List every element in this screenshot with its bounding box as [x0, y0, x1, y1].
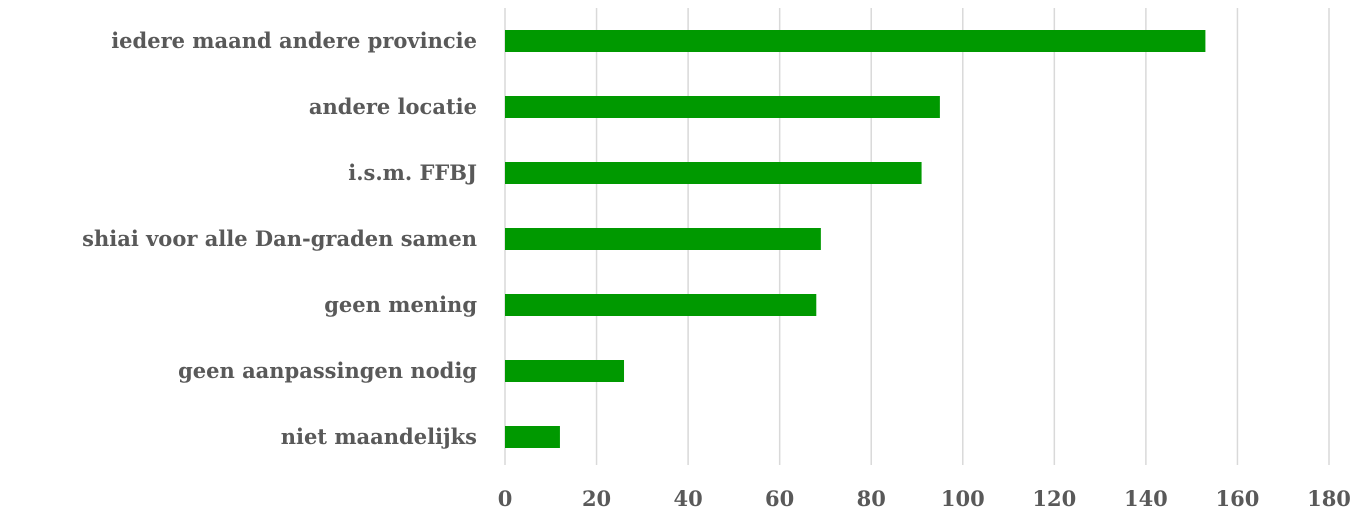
x-tick-label: 180	[1307, 486, 1351, 511]
x-tick-label: 140	[1124, 486, 1168, 511]
category-label: shiai voor alle Dan-graden samen	[82, 226, 477, 251]
bar	[505, 426, 560, 448]
x-tick-label: 0	[498, 486, 513, 511]
bar	[505, 228, 821, 250]
category-label: niet maandelijks	[281, 424, 477, 449]
category-label: geen mening	[324, 292, 477, 317]
bar	[505, 96, 940, 118]
bars	[505, 30, 1206, 448]
x-axis-ticks: 0 20 40 60 80 100 120 140 160 180	[498, 486, 1351, 511]
category-label: geen aanpassingen nodig	[178, 358, 477, 383]
bar	[505, 162, 922, 184]
gridlines	[504, 8, 1330, 465]
category-label: iedere maand andere provincie	[111, 28, 477, 53]
x-tick-label: 160	[1216, 486, 1260, 511]
bar	[505, 360, 625, 382]
x-tick-label: 20	[582, 486, 611, 511]
x-tick-label: 60	[765, 486, 794, 511]
x-tick-label: 40	[673, 486, 702, 511]
category-label: i.s.m. FFBJ	[348, 160, 477, 185]
category-labels: iedere maand andere provincie andere loca…	[82, 28, 477, 449]
bar	[505, 30, 1206, 52]
x-tick-label: 100	[941, 486, 985, 511]
bar	[505, 294, 817, 316]
x-tick-label: 80	[857, 486, 886, 511]
category-label: andere locatie	[309, 94, 477, 119]
x-tick-label: 120	[1032, 486, 1076, 511]
